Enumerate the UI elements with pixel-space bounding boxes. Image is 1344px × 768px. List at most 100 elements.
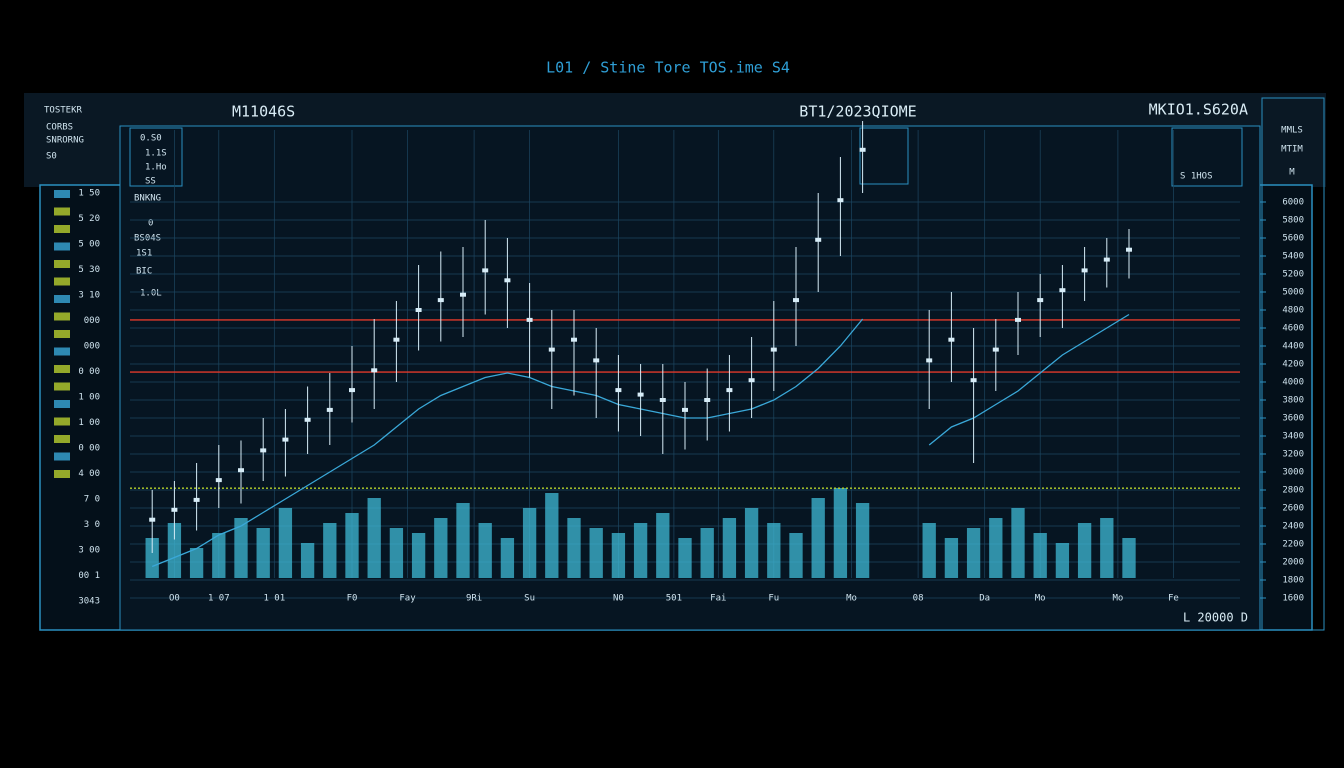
indicator	[54, 190, 70, 198]
left-axis-label: 5 20	[78, 214, 100, 224]
left-axis-label: 5 00	[78, 240, 100, 250]
candle-close	[460, 292, 466, 297]
box-label: 1.Ho	[145, 163, 167, 173]
candle-close	[948, 337, 955, 342]
candle-close	[615, 388, 622, 393]
x-tick-label: Mo	[846, 594, 857, 604]
price-readout: MKIO1.S620A	[1149, 101, 1248, 119]
y-tick-label: 5400	[1282, 252, 1304, 262]
candle-close	[1015, 317, 1021, 322]
x-tick-label: Da	[979, 594, 990, 604]
left-axis-label: 7 0	[84, 495, 100, 505]
y-tick-label: 5200	[1282, 270, 1304, 280]
symbol: M11046S	[232, 103, 295, 121]
panel-label: 0	[148, 219, 153, 229]
left-axis-label: 4 00	[78, 469, 100, 479]
y-tick-label: 4000	[1282, 378, 1304, 388]
left-axis-label: 000	[84, 342, 100, 352]
volume-bar	[966, 528, 981, 578]
y-tick-label: 4800	[1282, 306, 1304, 316]
volume-bar	[300, 543, 315, 578]
chart-title: BT1/2023QIOME	[799, 103, 916, 121]
highlight-box	[859, 127, 909, 185]
x-tick-label: Fe	[1168, 594, 1179, 604]
toolbar-label: SNRORNG	[46, 136, 84, 146]
y-tick-label: 2600	[1282, 504, 1304, 514]
candle-close	[526, 317, 533, 322]
candle-close	[970, 378, 977, 383]
panel-label: BIC	[136, 267, 152, 277]
indicator	[54, 382, 70, 391]
volume-bar	[478, 523, 492, 578]
left-axis-label: 00 1	[78, 571, 100, 581]
x-tick-label: 1 01	[263, 594, 285, 604]
screen-title: L01 / Stine Tore TOS.ime S4	[546, 59, 790, 77]
x-tick-label: 9Ri	[466, 594, 482, 604]
candle-close	[748, 378, 755, 383]
y-tick-label: 3600	[1282, 414, 1304, 424]
volume-bar	[278, 508, 293, 578]
indicator	[54, 225, 70, 233]
candle-close	[393, 337, 400, 342]
volume-bar	[1055, 543, 1070, 578]
y-tick-label: 4600	[1282, 324, 1304, 334]
volume-bar	[767, 523, 781, 578]
indicator	[54, 452, 70, 461]
box-label: SS	[145, 177, 156, 187]
volume-bar	[367, 498, 381, 578]
x-tick-label: Mo	[1112, 594, 1123, 604]
box-label: S 1HOS	[1180, 172, 1213, 182]
candle-close	[149, 517, 156, 522]
panel-label: 1S1	[136, 249, 152, 259]
volume-bar	[1011, 508, 1025, 578]
volume-bar	[545, 493, 559, 578]
candle-close	[1059, 288, 1066, 293]
x-tick-label: Fai	[710, 594, 726, 604]
info-box	[1171, 127, 1243, 187]
indicator	[54, 470, 70, 478]
volume-bar	[722, 518, 737, 578]
candle-close	[548, 347, 555, 352]
volume-bar	[434, 518, 448, 578]
candle-close	[992, 347, 999, 352]
volume-bar	[212, 533, 226, 578]
volume-bar	[700, 528, 714, 578]
footer-total: L 20000 D	[1183, 611, 1248, 625]
y-tick-label: 3400	[1282, 432, 1304, 442]
volume-bar	[678, 538, 692, 578]
y-tick-label: 2800	[1282, 486, 1304, 496]
candle-close	[770, 347, 777, 352]
panel-label: BS04S	[134, 234, 161, 244]
y-tick-label: 2000	[1282, 558, 1304, 568]
candle-close	[415, 308, 422, 312]
volume-bar	[323, 523, 337, 578]
x-tick-label: 1 07	[208, 594, 230, 604]
y-tick-label: 4200	[1282, 360, 1304, 370]
volume-bar	[256, 528, 270, 578]
left-axis-label: 5 30	[78, 265, 100, 275]
candle-close	[1103, 257, 1110, 262]
left-axis-label: 1 00	[78, 393, 100, 403]
panel-label: BNKNG	[134, 194, 161, 204]
x-tick-label: Su	[524, 594, 535, 604]
volume-bar	[1122, 538, 1136, 578]
candle-close	[815, 237, 822, 242]
toolbar-label: CORBS	[46, 123, 73, 133]
y-tick-label: 2200	[1282, 540, 1304, 550]
volume-bar	[855, 503, 870, 578]
volume-bar	[167, 523, 182, 578]
candle-close	[482, 268, 489, 273]
side-label: MMLS	[1281, 126, 1303, 136]
volume-bar	[789, 533, 803, 578]
y-tick-label: 3800	[1282, 396, 1304, 406]
volume-bar	[1033, 533, 1047, 578]
left-axis-label: 3043	[78, 597, 100, 607]
indicator	[54, 207, 70, 216]
candle-close	[238, 468, 244, 473]
indicator	[54, 365, 70, 373]
volume-bar	[234, 518, 248, 578]
candle-close	[504, 278, 511, 283]
candle-close	[171, 507, 178, 512]
x-tick-label: N0	[613, 594, 624, 604]
indicator	[54, 435, 70, 443]
